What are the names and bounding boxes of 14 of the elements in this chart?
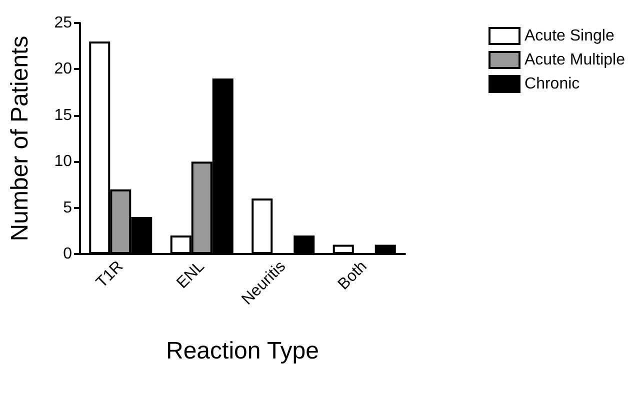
legend-label: Chronic [524, 76, 580, 92]
x-axis-title: Reaction Type [166, 338, 319, 364]
y-tick-label: 0 [63, 246, 72, 262]
x-tick-label: T1R [93, 258, 127, 292]
y-tick-label: 10 [54, 153, 72, 170]
legend-label: Acute Multiple [524, 52, 626, 68]
y-tick-label: 25 [54, 14, 72, 32]
y-tick-label: 20 [54, 60, 72, 78]
y-tick-label: 15 [54, 106, 72, 124]
x-tick-label: ENL [174, 258, 208, 292]
legend-label: Acute Single [524, 28, 614, 44]
x-tick-label: Both [335, 258, 370, 294]
y-axis-title: Number of Patients [6, 36, 34, 242]
y-tick-label: 5 [63, 199, 72, 216]
